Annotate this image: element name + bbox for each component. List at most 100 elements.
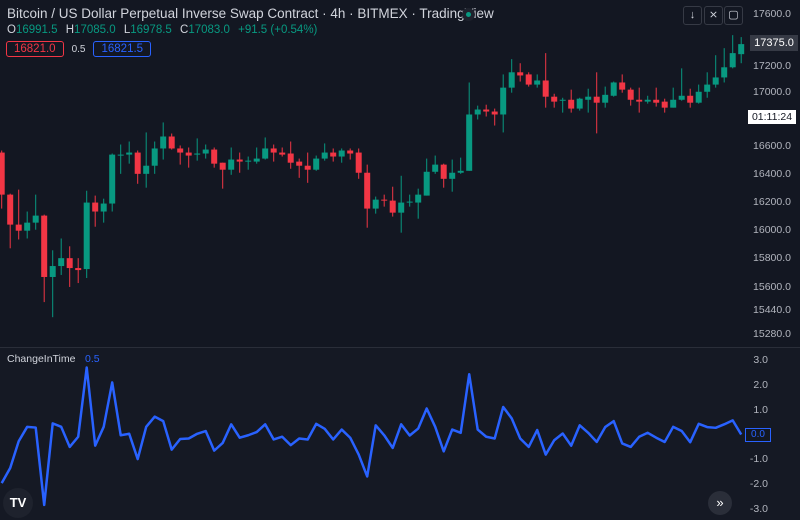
candle (602, 86, 609, 108)
candle (219, 162, 226, 189)
indicator-series (0, 366, 743, 507)
candle-body (440, 164, 447, 179)
candle (636, 87, 643, 113)
candle (398, 175, 405, 233)
candles (0, 35, 745, 318)
candle (330, 148, 337, 162)
candle (66, 246, 73, 287)
ohlc-legend: O16991.5 H17085.0 L16978.5 C17083.0 +91.… (7, 24, 322, 36)
candle-body (381, 199, 388, 201)
candle (262, 137, 269, 160)
candle (24, 211, 31, 239)
candle (568, 89, 575, 113)
candle-body (670, 99, 677, 108)
candle-body (58, 258, 65, 267)
candle (287, 141, 294, 169)
price-tick-label: 15800.0 (753, 252, 791, 265)
tradingview-logo[interactable]: TV (3, 488, 33, 518)
market-status-icon[interactable] (462, 8, 475, 21)
price-tick-label: 15440.0 (753, 304, 791, 317)
candle (211, 147, 218, 168)
candle-body (423, 171, 430, 196)
candle (381, 194, 388, 207)
candle-body (211, 149, 218, 164)
candle (678, 68, 685, 101)
candle-body (738, 44, 745, 55)
candle (508, 59, 515, 93)
candle-body (245, 160, 252, 162)
candle-body (347, 150, 354, 154)
candle-body (551, 96, 558, 102)
maximize-icon[interactable]: ▢ (724, 6, 743, 25)
candle (542, 53, 549, 108)
high-value: 17085.0 (74, 24, 116, 36)
price-chart-pane[interactable] (0, 0, 800, 347)
candle (704, 72, 711, 98)
indicator-title[interactable]: ChangeInTime (7, 353, 76, 365)
pane-separator[interactable] (0, 347, 800, 348)
candle (100, 198, 107, 223)
collapse-icon[interactable]: ⨯ (704, 6, 723, 25)
indicator-pane[interactable] (0, 348, 800, 520)
open-value: 16991.5 (15, 24, 58, 36)
symbol-title[interactable]: Bitcoin / US Dollar Perpetual Inverse Sw… (7, 6, 494, 21)
price-tick-label: 16200.0 (753, 195, 791, 208)
candle-body (338, 150, 345, 157)
candle-body (0, 152, 5, 195)
candle-body (415, 194, 422, 203)
candle-body (92, 202, 99, 212)
candle-body (406, 201, 413, 203)
candle-body (228, 159, 235, 170)
candle (466, 82, 473, 171)
candle (644, 95, 651, 104)
candle (0, 150, 5, 209)
candle (474, 105, 481, 120)
candle-body (194, 153, 201, 155)
sell-button[interactable]: 16821.0 (6, 41, 64, 57)
candle-body (721, 67, 728, 78)
candle-body (143, 165, 150, 174)
candle-body (602, 94, 609, 103)
candle-body (704, 84, 711, 92)
candle-body (593, 96, 600, 103)
candle-body (542, 80, 549, 97)
candle-body (117, 154, 124, 156)
candle (627, 87, 634, 106)
candle (117, 144, 124, 174)
candle-body (644, 99, 651, 102)
low-label: L (123, 24, 131, 36)
candle (517, 63, 524, 82)
price-tick-label: 17000.0 (753, 86, 791, 99)
candle (559, 97, 566, 113)
candle (151, 141, 158, 174)
candle (525, 72, 532, 87)
candle (415, 188, 422, 219)
candle-body (296, 161, 303, 166)
candle-body (321, 152, 328, 159)
candle (83, 190, 90, 278)
candle-body (508, 72, 515, 88)
candle (126, 141, 133, 164)
price-tick-label: 17200.0 (753, 60, 791, 73)
candle-body (160, 136, 167, 149)
candle (593, 72, 600, 134)
price-tick-label: 15280.0 (753, 327, 791, 340)
buy-button[interactable]: 16821.5 (93, 41, 152, 57)
candle-body (661, 101, 668, 108)
candle (245, 156, 252, 170)
candle (721, 48, 728, 83)
candle (738, 37, 745, 64)
candle (500, 74, 507, 133)
candle (338, 148, 345, 163)
candle-body (168, 136, 175, 149)
candle-body (355, 152, 362, 173)
indicator-tick-label: 1.0 (753, 403, 768, 416)
arrow-down-icon[interactable]: ↓ (683, 6, 702, 25)
candle (483, 104, 490, 117)
candle (364, 164, 371, 228)
candle-body (457, 170, 464, 173)
scroll-to-realtime-button[interactable]: » (708, 491, 732, 515)
candle-body (398, 202, 405, 213)
candle (185, 147, 192, 168)
candle-body (491, 111, 498, 115)
